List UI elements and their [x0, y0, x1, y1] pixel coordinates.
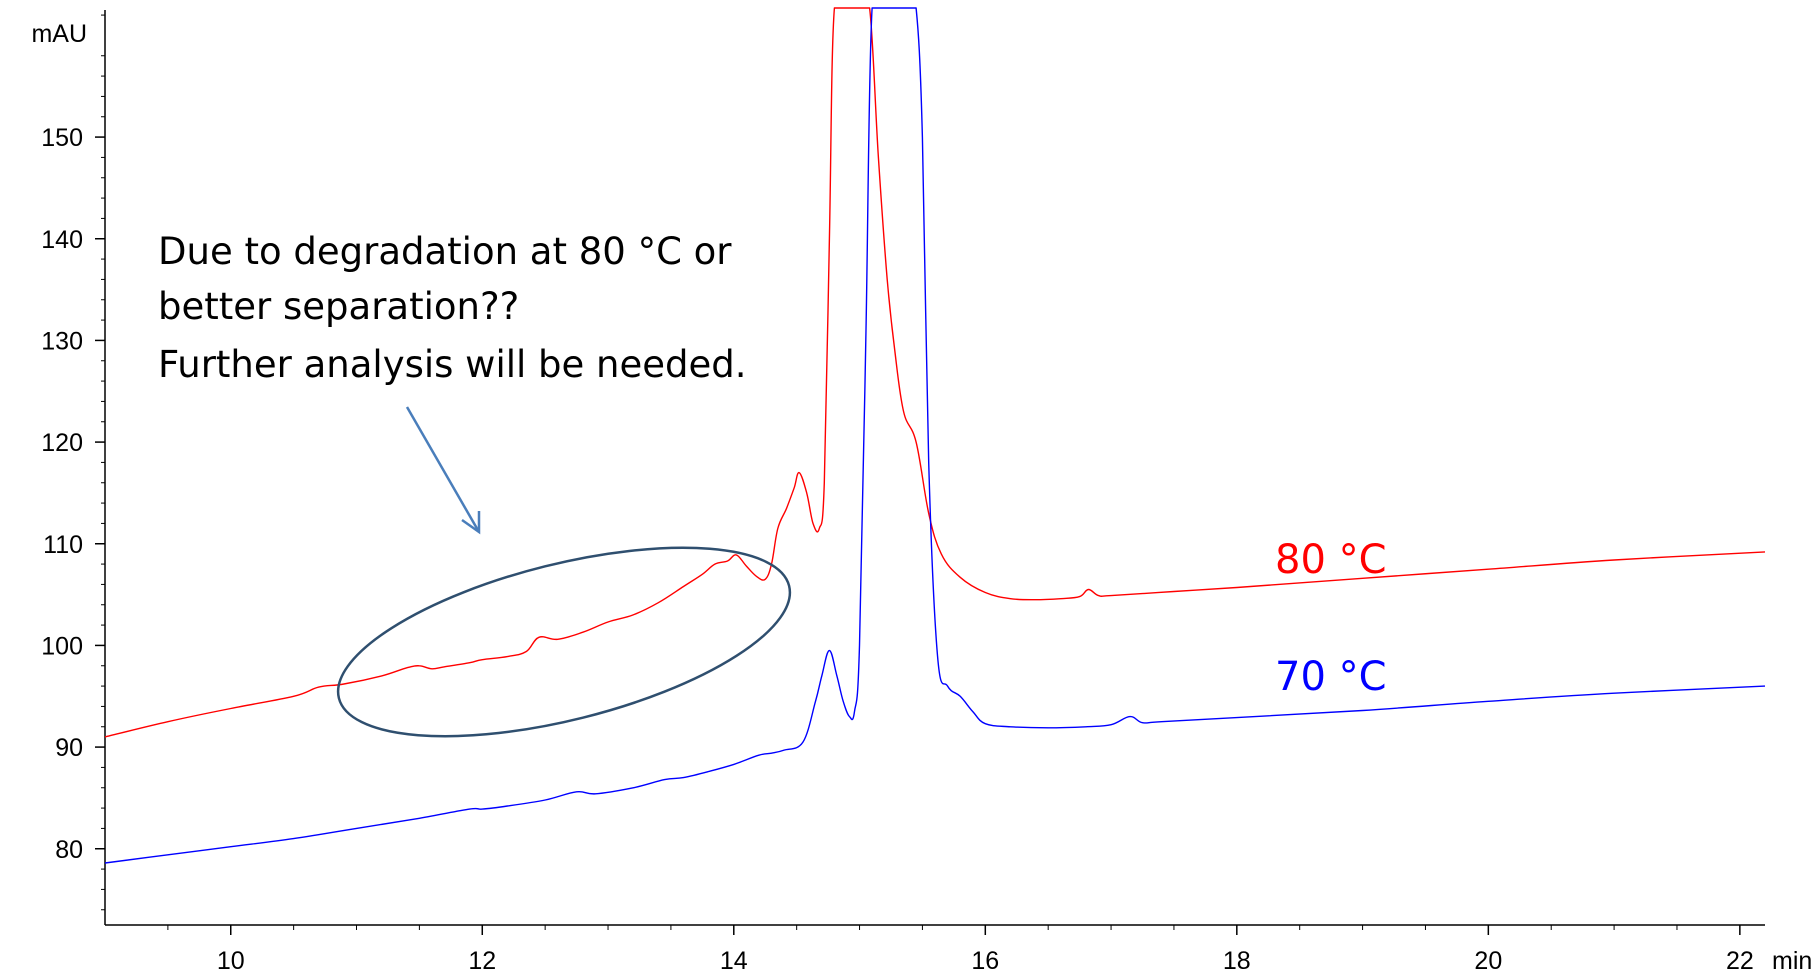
y-tick-label: 110 [43, 531, 83, 559]
x-axis-ticks: 10 12 14 16 18 20 22 [217, 925, 1754, 975]
x-tick-label: 14 [720, 947, 748, 975]
x-tick-label: 20 [1474, 947, 1502, 975]
annotation-arrow-head [461, 511, 481, 535]
annotation-group: Due to degradation at 80 °C or better se… [158, 230, 792, 738]
x-tick-label: 10 [217, 947, 245, 975]
y-tick-label: 140 [41, 226, 83, 254]
y-tick-label: 80 [55, 836, 83, 864]
y-tick-label: 130 [41, 327, 83, 355]
annotation-line-1: Due to degradation at 80 °C or [158, 230, 732, 273]
x-tick-label: 16 [971, 947, 999, 975]
y-axis-unit: mAU [31, 20, 87, 48]
annotation-line-2: better separation?? [158, 285, 519, 328]
y-tick-label: 90 [55, 734, 83, 762]
y-axis-ticks: 80 90 100 110 120 130 140 150 [41, 124, 105, 864]
x-tick-label: 18 [1223, 947, 1251, 975]
x-tick-label: 12 [468, 947, 496, 975]
y-tick-label: 150 [41, 124, 83, 152]
series-label-80c: 80 °C [1275, 537, 1387, 583]
annotation-line-3: Further analysis will be needed. [158, 343, 747, 386]
series-layer [104, 7, 1766, 864]
series-label-70c: 70 °C [1275, 654, 1387, 700]
series-line-70c [104, 7, 1766, 864]
x-axis-unit: min [1772, 947, 1812, 975]
y-tick-label: 100 [41, 632, 83, 660]
annotation-arrow-shaft [405, 406, 481, 533]
y-tick-label: 120 [41, 429, 83, 457]
minor-ticks [101, 14, 1678, 930]
annotation-ellipse [336, 546, 792, 738]
x-tick-label: 22 [1726, 947, 1754, 975]
series-line-80c [104, 7, 1766, 738]
